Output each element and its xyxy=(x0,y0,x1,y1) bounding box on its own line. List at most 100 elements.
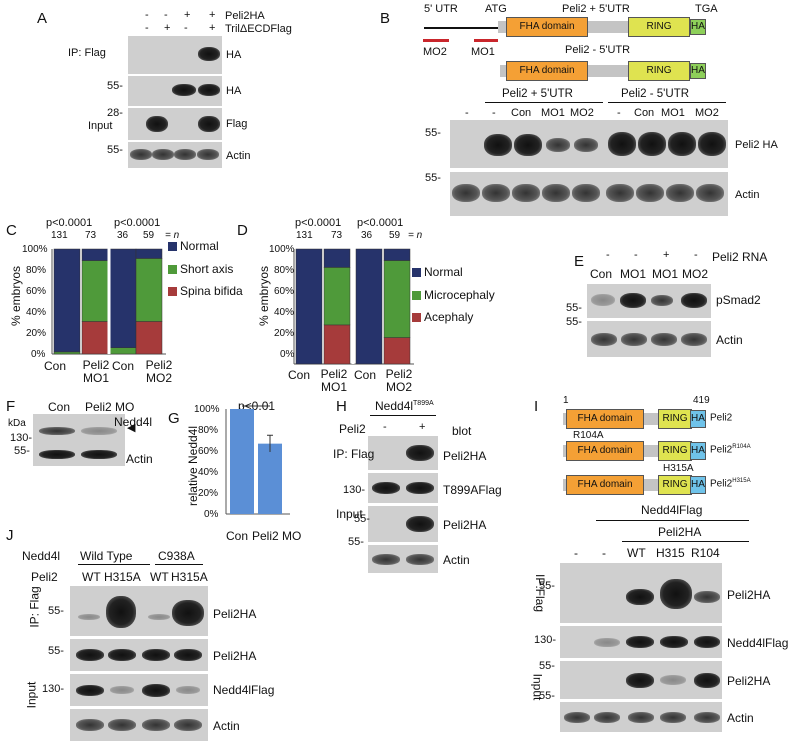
a-mw-1: 55- xyxy=(107,80,123,92)
d-legend-swatch-2 xyxy=(412,291,421,300)
b-blot-peli2ha xyxy=(450,120,728,168)
b-lane-2: - xyxy=(492,107,496,119)
i-lane-5: R104 xyxy=(691,546,720,560)
c-ytick-1: 100% xyxy=(22,244,48,255)
a-blot-input-ha xyxy=(128,76,222,106)
b-lane-8: MO1 xyxy=(661,107,685,119)
d-chart-svg xyxy=(293,247,414,365)
a-row-tril-sign-1: - xyxy=(145,22,149,34)
d-xlabel-1: Con xyxy=(288,368,311,382)
i-mw-4: 55- xyxy=(539,690,555,702)
g-ytick-2: 80% xyxy=(198,425,219,436)
a-blot-label-1: HA xyxy=(226,49,242,61)
h-header-underline xyxy=(370,415,436,416)
panel-j-label: J xyxy=(6,527,14,544)
j-blot-input-flag xyxy=(70,674,208,706)
d-ytick-2: 80% xyxy=(274,265,295,276)
b-tga-label: TGA xyxy=(695,3,718,15)
c-bar-2-spina-bifida xyxy=(81,321,109,355)
b-blot-label-1: Peli2 HA xyxy=(735,139,778,151)
g-chart-svg xyxy=(225,405,290,515)
b-lane-4: MO1 xyxy=(541,107,565,119)
c-xlabel-3: Con xyxy=(112,359,135,373)
panel-c-label: C xyxy=(6,222,17,239)
c-bar-4-normal xyxy=(135,248,163,259)
g-ytick-3: 60% xyxy=(198,446,219,457)
f-lane-1: Con xyxy=(48,400,71,414)
i-blot-label-4: Actin xyxy=(727,711,754,725)
a-blot-label-3: Flag xyxy=(226,118,248,130)
a-row-tril-sign-2: + xyxy=(164,22,171,34)
i-end: 419 xyxy=(693,395,710,406)
d-ytick-3: 60% xyxy=(274,286,295,297)
e-lane-4: MO2 xyxy=(682,267,709,281)
c-ytick-5: 20% xyxy=(26,328,47,339)
b-lane-7: Con xyxy=(634,107,655,119)
c-n-1: 131 xyxy=(51,230,68,241)
j-nedd-label: Nedd4l xyxy=(22,549,61,563)
h-mw-1: 130- xyxy=(343,484,366,496)
c-bar-4-spina-bifida xyxy=(135,321,163,355)
j-ip-label: IP: Flag xyxy=(27,586,42,628)
i-c1-name: Peli2 xyxy=(710,412,733,424)
b-group2-label: Peli2 - 5'UTR xyxy=(621,88,690,100)
i-lane-3: WT xyxy=(627,546,646,560)
b-group2-underline xyxy=(608,102,726,103)
i-blot-label-1: Peli2HA xyxy=(727,588,771,602)
c-legend-2: Short axis xyxy=(180,262,234,276)
e-rna-sign-4: - xyxy=(694,249,698,261)
b-lane-5: MO2 xyxy=(570,107,594,119)
c-bar-1-short-axis xyxy=(53,351,81,355)
i-c2-ha: HA xyxy=(690,442,706,460)
i-c3-ha: HA xyxy=(690,476,706,494)
c-ytick-6: 0% xyxy=(31,349,46,360)
panel-i-label: I xyxy=(534,398,539,415)
a-mw-2: 28- xyxy=(107,107,123,119)
h-blot-ip xyxy=(368,436,438,470)
a-row-peli2ha-sign-3: + xyxy=(184,9,191,21)
c-bar-2-normal xyxy=(81,248,109,261)
i-mut1-label: R104A xyxy=(573,430,604,441)
c-n-2: 73 xyxy=(85,230,97,241)
c-bar-3-normal xyxy=(109,248,137,348)
e-mw-2: 55- xyxy=(566,316,582,328)
f-mw-2: 55- xyxy=(14,445,30,457)
i-mut2-label: H315A xyxy=(663,463,694,474)
panel-a-label: A xyxy=(37,10,48,27)
d-xlabel-2: Peli2 MO1 xyxy=(320,367,348,394)
panel-e-label: E xyxy=(574,253,585,270)
i-c2-ring: RING xyxy=(658,441,692,461)
b-lane-6: - xyxy=(617,107,621,119)
b-atg-label: ATG xyxy=(485,3,507,15)
i-mw-1: 55- xyxy=(539,580,555,592)
b-group1-underline xyxy=(485,102,603,103)
c-bar-3-short-axis xyxy=(109,347,137,355)
panel-g-label: G xyxy=(168,410,180,427)
e-mw-1: 55- xyxy=(566,302,582,314)
g-ytick-1: 100% xyxy=(194,404,220,415)
j-blot-actin xyxy=(70,709,208,741)
d-legend-2: Microcephaly xyxy=(424,288,495,302)
c-n-3: 36 xyxy=(117,230,129,241)
b-mo2-bar xyxy=(423,39,449,42)
j-lane-3: WT xyxy=(150,570,169,584)
d-ytick-4: 40% xyxy=(274,307,295,318)
d-ytick-5: 20% xyxy=(274,328,295,339)
f-lane-2: Peli2 MO xyxy=(85,400,135,414)
j-blot-label-2: Peli2HA xyxy=(213,649,257,663)
i-blot-input-flag xyxy=(560,626,722,658)
f-blot-label-1: Nedd4l xyxy=(114,415,153,429)
d-legend-1: Normal xyxy=(424,265,463,279)
d-legend-swatch-3 xyxy=(412,313,421,322)
a-blot-label-2: HA xyxy=(226,85,242,97)
j-blot-input-ha xyxy=(70,639,208,671)
b-utr-line xyxy=(424,27,499,29)
h-mw-3: 55- xyxy=(348,536,364,548)
i-lane-2: - xyxy=(602,546,606,560)
j-blot-label-1: Peli2HA xyxy=(213,607,257,621)
c-chart-svg xyxy=(51,247,166,355)
d-pval-1: p<0.0001 xyxy=(295,217,342,229)
h-ip-label: IP: Flag xyxy=(333,447,375,461)
c-legend-swatch-1 xyxy=(168,242,177,251)
c-ytick-2: 80% xyxy=(26,265,47,276)
